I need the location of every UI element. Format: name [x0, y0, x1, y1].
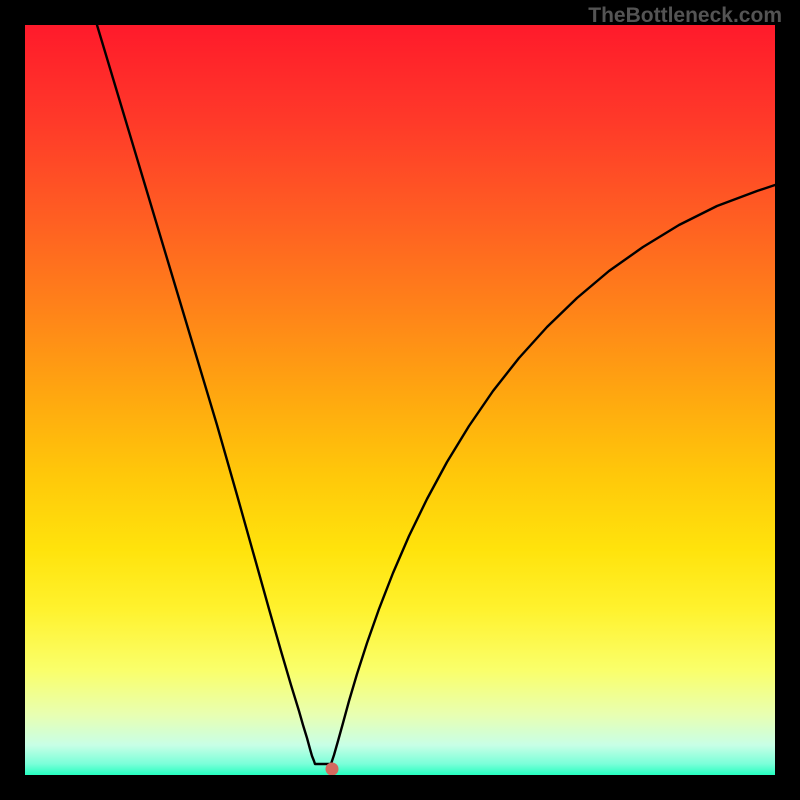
chart-frame [0, 0, 800, 800]
plot-area [25, 25, 775, 775]
optimal-point-marker [326, 763, 339, 776]
bottleneck-curve [25, 25, 775, 775]
watermark-text: TheBottleneck.com [588, 4, 782, 28]
